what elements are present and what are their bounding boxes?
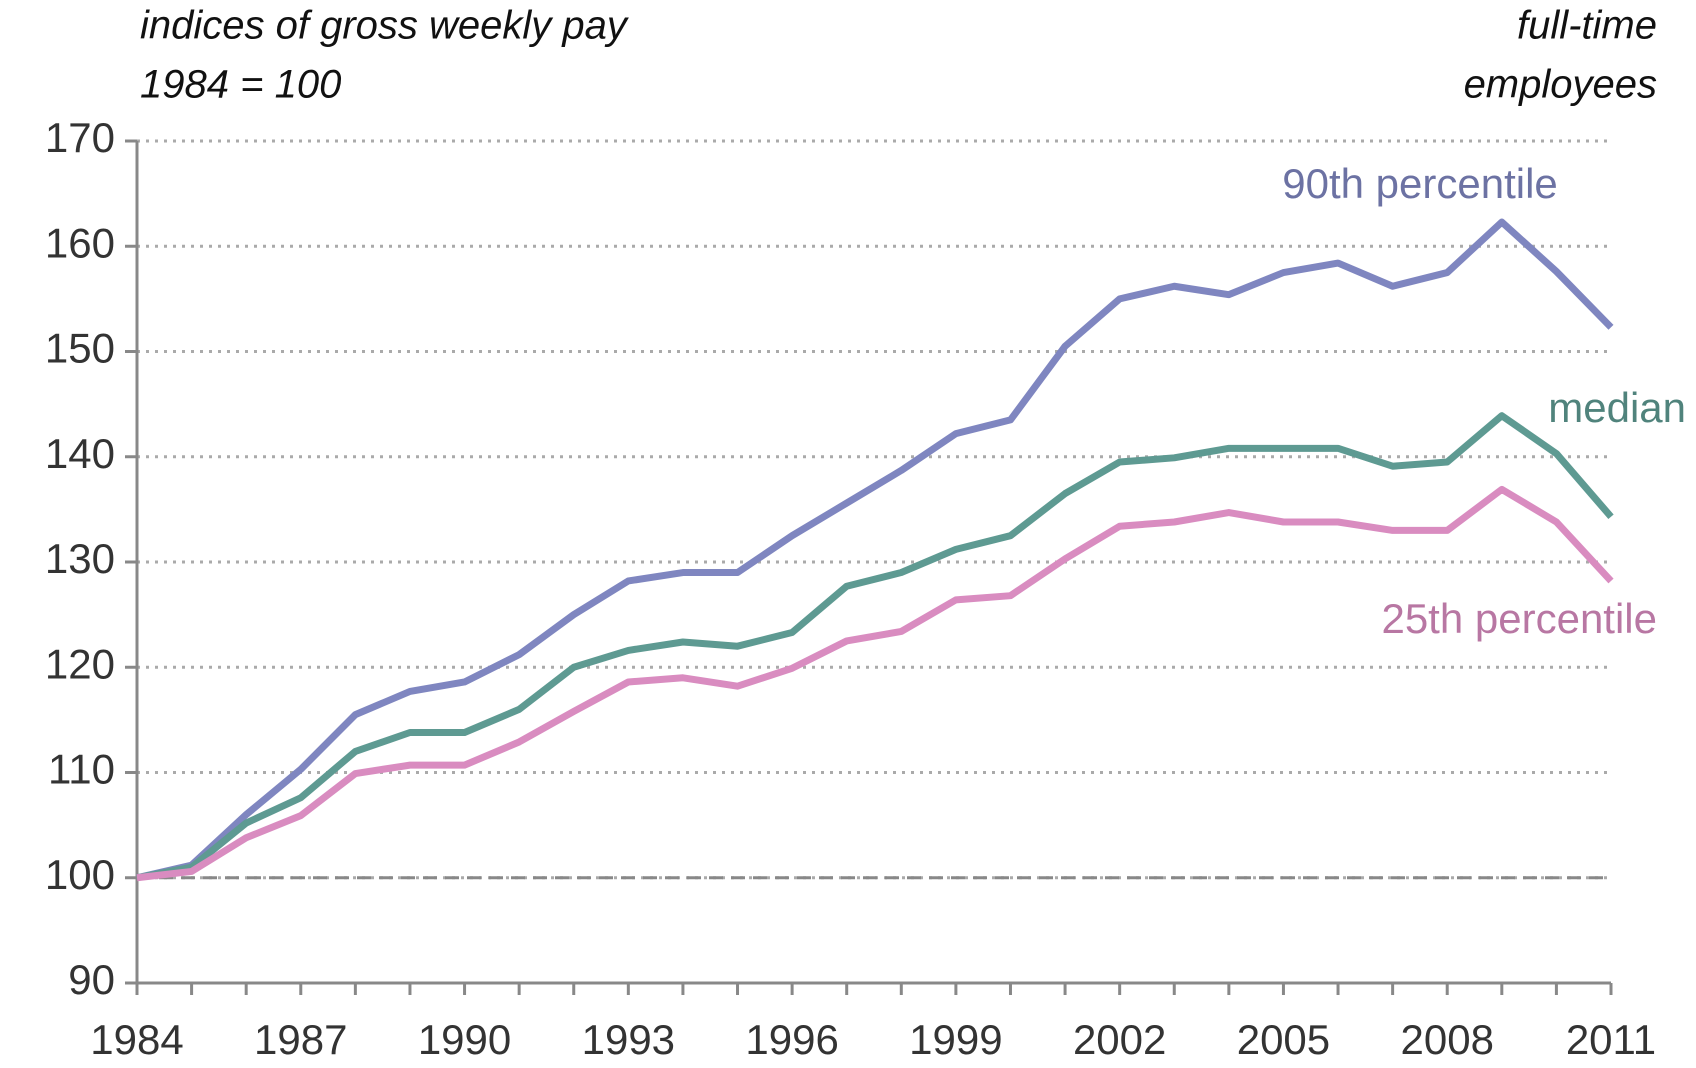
caption-left-2: 1984 = 100 bbox=[140, 63, 341, 107]
y-tick-label: 110 bbox=[48, 746, 115, 793]
x-tick-label: 1999 bbox=[909, 1016, 1002, 1063]
series-label: 90th percentile bbox=[1282, 160, 1558, 207]
x-tick-label: 2008 bbox=[1401, 1016, 1494, 1063]
x-tick-label: 2011 bbox=[1566, 1016, 1656, 1063]
y-tick-label: 130 bbox=[45, 535, 115, 582]
x-tick-label: 2002 bbox=[1073, 1016, 1166, 1063]
x-tick-label: 1996 bbox=[745, 1016, 838, 1063]
x-tick-label: 1987 bbox=[254, 1016, 347, 1063]
y-tick-label: 170 bbox=[45, 114, 115, 161]
series-label: 25th percentile bbox=[1381, 595, 1657, 642]
x-tick-label: 2005 bbox=[1237, 1016, 1330, 1063]
y-tick-label: 120 bbox=[45, 640, 115, 687]
x-tick-label: 1993 bbox=[582, 1016, 675, 1063]
y-tick-label: 90 bbox=[68, 956, 115, 1003]
series-line bbox=[136, 485, 1614, 882]
caption-right-2: employees bbox=[1464, 63, 1657, 107]
series-line bbox=[136, 412, 1614, 882]
y-tick-label: 160 bbox=[45, 219, 115, 266]
y-tick-label: 100 bbox=[45, 851, 115, 898]
series-label: median bbox=[1548, 384, 1686, 431]
x-tick-label: 1990 bbox=[418, 1016, 511, 1063]
caption-left-1: indices of gross weekly pay bbox=[140, 4, 630, 48]
x-tick-label: 1984 bbox=[90, 1016, 183, 1063]
caption-right-1: full-time bbox=[1517, 4, 1657, 48]
y-tick-label: 150 bbox=[45, 325, 115, 372]
y-tick-label: 140 bbox=[45, 430, 115, 477]
series-line bbox=[136, 218, 1614, 882]
